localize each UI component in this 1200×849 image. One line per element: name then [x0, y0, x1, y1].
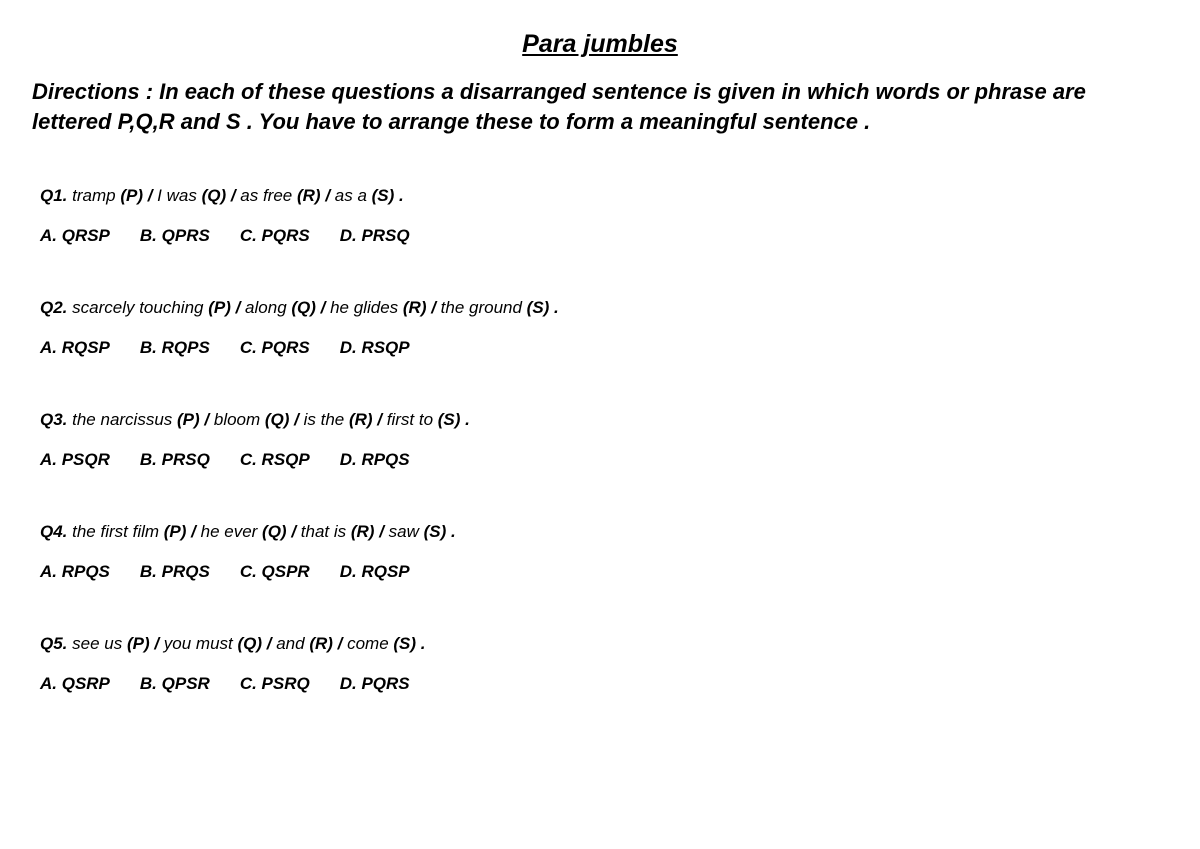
directions-text: Directions : In each of these questions …: [32, 77, 1168, 136]
answer-option[interactable]: D. PRSQ: [340, 226, 410, 246]
answer-option[interactable]: C. PSRQ: [240, 674, 310, 694]
answer-option[interactable]: A. QRSP: [40, 226, 110, 246]
answer-option[interactable]: A. RPQS: [40, 562, 110, 582]
answer-option[interactable]: D. RPQS: [340, 450, 410, 470]
question-fragment: the narcissus: [67, 410, 177, 429]
question-fragment: he glides: [330, 298, 403, 317]
answer-option[interactable]: C. PQRS: [240, 338, 310, 358]
separator: /: [333, 634, 347, 653]
separator: /: [374, 522, 388, 541]
options-line: A. RPQS B. PRQS C. QSPR D. RQSP: [40, 562, 1168, 582]
fragment-label: (P): [120, 186, 143, 205]
fragment-label: (R): [351, 522, 375, 541]
options-line: A. RQSP B. RQPS C. PQRS D. RSQP: [40, 338, 1168, 358]
fragment-label: (S) .: [438, 410, 470, 429]
answer-option[interactable]: C. RSQP: [240, 450, 310, 470]
answer-option[interactable]: B. QPSR: [140, 674, 210, 694]
separator: /: [289, 410, 303, 429]
fragment-label: (P): [177, 410, 200, 429]
question-fragment: as a: [335, 186, 372, 205]
question-block: Q3. the narcissus (P) / bloom (Q) / is t…: [32, 410, 1168, 470]
fragment-label: (S) .: [424, 522, 456, 541]
question-number: Q1.: [40, 186, 67, 205]
separator: /: [373, 410, 387, 429]
separator: /: [316, 298, 330, 317]
question-number: Q3.: [40, 410, 67, 429]
answer-option[interactable]: A. RQSP: [40, 338, 110, 358]
answer-option[interactable]: A. QSRP: [40, 674, 110, 694]
question-fragment: you must: [164, 634, 238, 653]
answer-option[interactable]: B. PRQS: [140, 562, 210, 582]
fragment-label: (R): [297, 186, 321, 205]
question-fragment: is the: [304, 410, 349, 429]
fragment-label: (S) .: [393, 634, 425, 653]
fragment-label: (S) .: [372, 186, 404, 205]
fragment-label: (R): [349, 410, 373, 429]
fragment-label: (Q): [202, 186, 227, 205]
question-fragment: tramp: [67, 186, 120, 205]
question-block: Q5. see us (P) / you must (Q) / and (R) …: [32, 634, 1168, 694]
answer-option[interactable]: B. RQPS: [140, 338, 210, 358]
separator: /: [143, 186, 157, 205]
fragment-label: (Q): [291, 298, 316, 317]
fragment-label: (S) .: [527, 298, 559, 317]
question-line: Q2. scarcely touching (P) / along (Q) / …: [40, 298, 1168, 318]
fragment-label: (Q): [238, 634, 263, 653]
fragment-label: (P): [164, 522, 187, 541]
question-number: Q5.: [40, 634, 67, 653]
answer-option[interactable]: D. RQSP: [340, 562, 410, 582]
separator: /: [150, 634, 164, 653]
question-fragment: first to: [387, 410, 438, 429]
fragment-label: (R): [309, 634, 333, 653]
question-number: Q4.: [40, 522, 67, 541]
answer-option[interactable]: C. PQRS: [240, 226, 310, 246]
question-fragment: I was: [157, 186, 201, 205]
question-fragment: come: [347, 634, 393, 653]
answer-option[interactable]: A. PSQR: [40, 450, 110, 470]
separator: /: [262, 634, 276, 653]
question-fragment: as free: [240, 186, 297, 205]
answer-option[interactable]: C. QSPR: [240, 562, 310, 582]
question-block: Q2. scarcely touching (P) / along (Q) / …: [32, 298, 1168, 358]
question-fragment: along: [245, 298, 291, 317]
question-fragment: saw: [389, 522, 424, 541]
answer-option[interactable]: B. QPRS: [140, 226, 210, 246]
question-line: Q5. see us (P) / you must (Q) / and (R) …: [40, 634, 1168, 654]
fragment-label: (Q): [265, 410, 290, 429]
question-fragment: that is: [301, 522, 351, 541]
question-fragment: the ground: [441, 298, 527, 317]
separator: /: [186, 522, 200, 541]
question-fragment: see us: [67, 634, 127, 653]
answer-option[interactable]: D. PQRS: [340, 674, 410, 694]
options-line: A. QRSP B. QPRS C. PQRS D. PRSQ: [40, 226, 1168, 246]
question-block: Q1. tramp (P) / I was (Q) / as free (R) …: [32, 186, 1168, 246]
page-title: Para jumbles: [32, 30, 1168, 59]
question-line: Q1. tramp (P) / I was (Q) / as free (R) …: [40, 186, 1168, 206]
separator: /: [287, 522, 301, 541]
separator: /: [426, 298, 440, 317]
question-number: Q2.: [40, 298, 67, 317]
options-line: A. QSRP B. QPSR C. PSRQ D. PQRS: [40, 674, 1168, 694]
separator: /: [321, 186, 335, 205]
fragment-label: (Q): [262, 522, 287, 541]
question-fragment: and: [276, 634, 309, 653]
fragment-label: (P): [208, 298, 231, 317]
answer-option[interactable]: D. RSQP: [340, 338, 410, 358]
separator: /: [231, 298, 245, 317]
question-line: Q3. the narcissus (P) / bloom (Q) / is t…: [40, 410, 1168, 430]
page-container: Para jumbles Directions : In each of the…: [0, 0, 1200, 694]
questions-list: Q1. tramp (P) / I was (Q) / as free (R) …: [32, 186, 1168, 694]
question-block: Q4. the first film (P) / he ever (Q) / t…: [32, 522, 1168, 582]
separator: /: [200, 410, 214, 429]
options-line: A. PSQR B. PRSQ C. RSQP D. RPQS: [40, 450, 1168, 470]
question-fragment: the first film: [67, 522, 163, 541]
fragment-label: (P): [127, 634, 150, 653]
question-line: Q4. the first film (P) / he ever (Q) / t…: [40, 522, 1168, 542]
question-fragment: bloom: [214, 410, 265, 429]
question-fragment: he ever: [201, 522, 262, 541]
answer-option[interactable]: B. PRSQ: [140, 450, 210, 470]
separator: /: [226, 186, 240, 205]
question-fragment: scarcely touching: [67, 298, 208, 317]
fragment-label: (R): [403, 298, 427, 317]
